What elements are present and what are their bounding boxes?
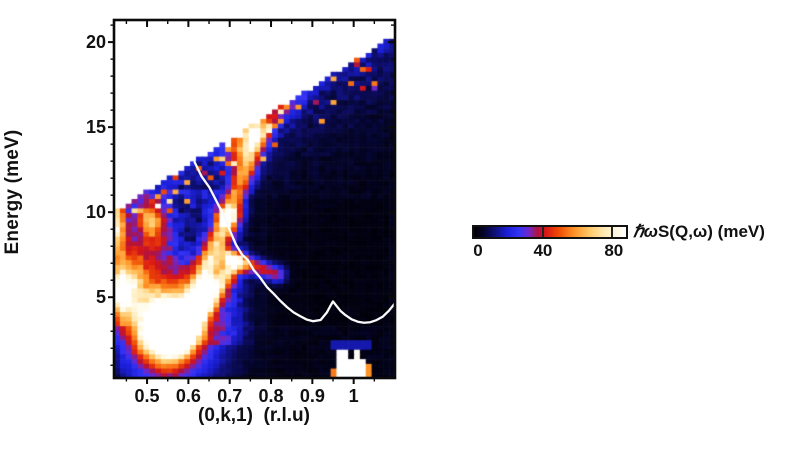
x-tick-label-0.9: 0.9 [299,386,325,406]
x-tick-label-0.7: 0.7 [217,386,243,406]
y-axis-title: Energy (meV) [2,129,23,255]
colorbar-title-units: (meV) [712,222,765,241]
y-tick-label-10: 10 [85,202,106,223]
y-tick-label-15: 15 [85,117,106,138]
y-tick-label-5: 5 [95,287,106,308]
colorbar-tick-40 [542,227,545,237]
colorbar-title-sqw: S(Q,ω) [657,222,713,241]
x-tick-label-0.6: 0.6 [175,386,201,406]
x-tick-label-1: 1 [348,386,359,406]
colorbar-tick-label-40: 40 [533,241,553,260]
colorbar-gradient [472,225,628,239]
x-tick-label-0.5: 0.5 [134,386,160,406]
heatmap-canvas [114,20,395,378]
colorbar-title-hbar-omega: ℏω [633,222,658,241]
x-tick-label-0.8: 0.8 [258,386,284,406]
colorbar-tick-80 [611,227,614,237]
x-axis-title: (0,k,1) (r.l.u) [198,405,310,426]
colorbar-title: ℏωS(Q,ω) (meV) [633,222,765,242]
colorbar-tick-label-80: 80 [604,241,624,260]
colorbar-tick-label-0: 0 [473,241,483,260]
y-tick-label-20: 20 [85,32,106,53]
